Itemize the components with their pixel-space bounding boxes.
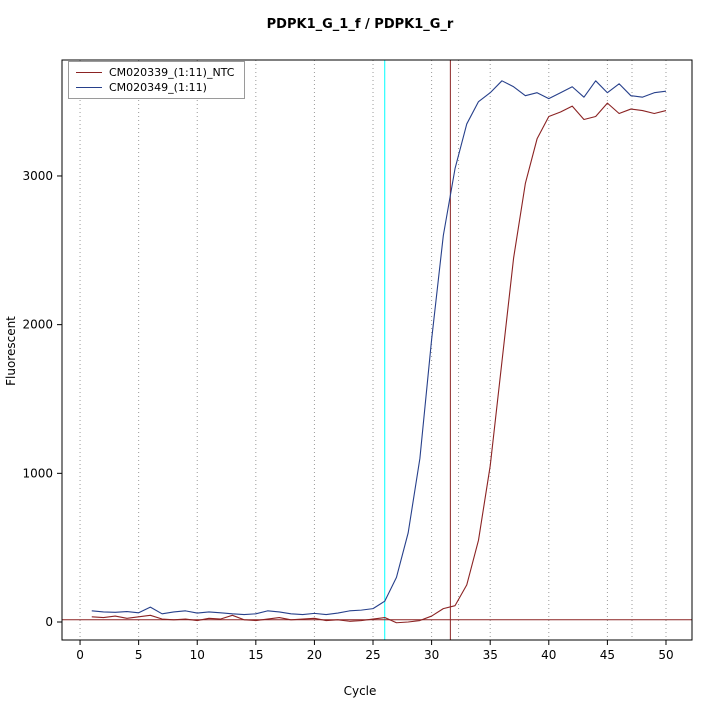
series-line-sample [91, 80, 667, 616]
y-tick-label: 2000 [22, 318, 53, 332]
x-axis-label: Cycle [343, 684, 377, 698]
x-tick-label: 0 [76, 648, 84, 662]
legend: CM020339_(1:11)_NTC CM020349_(1:11) [68, 61, 246, 99]
y-tick-label: 1000 [22, 466, 53, 480]
plot-border [61, 59, 693, 641]
x-tick-label: 35 [483, 648, 498, 662]
legend-label-ntc: CM020339_(1:11)_NTC [109, 66, 235, 79]
x-tick-label: 5 [135, 648, 143, 662]
x-tick-label: 40 [541, 648, 556, 662]
legend-label-sample: CM020349_(1:11) [109, 81, 207, 94]
chart-title: PDPK1_G_1_f / PDPK1_G_r [266, 17, 454, 32]
legend-item-ntc: CM020339_(1:11)_NTC [76, 65, 234, 80]
series-line-ntc [91, 102, 667, 624]
legend-line-swatch-ntc [76, 72, 102, 73]
x-tick-label: 50 [658, 648, 673, 662]
x-tick-label: 45 [600, 648, 615, 662]
y-axis-label: Fluorescent [4, 316, 18, 386]
legend-line-swatch-sample [76, 87, 102, 88]
y-tick-label: 0 [45, 615, 53, 629]
x-tick-label: 20 [307, 648, 322, 662]
legend-item-sample: CM020349_(1:11) [76, 80, 234, 95]
y-tick-label: 3000 [22, 169, 53, 183]
x-tick-label: 15 [248, 648, 263, 662]
x-tick-label: 25 [365, 648, 380, 662]
x-tick-label: 30 [424, 648, 439, 662]
x-tick-label: 10 [190, 648, 205, 662]
